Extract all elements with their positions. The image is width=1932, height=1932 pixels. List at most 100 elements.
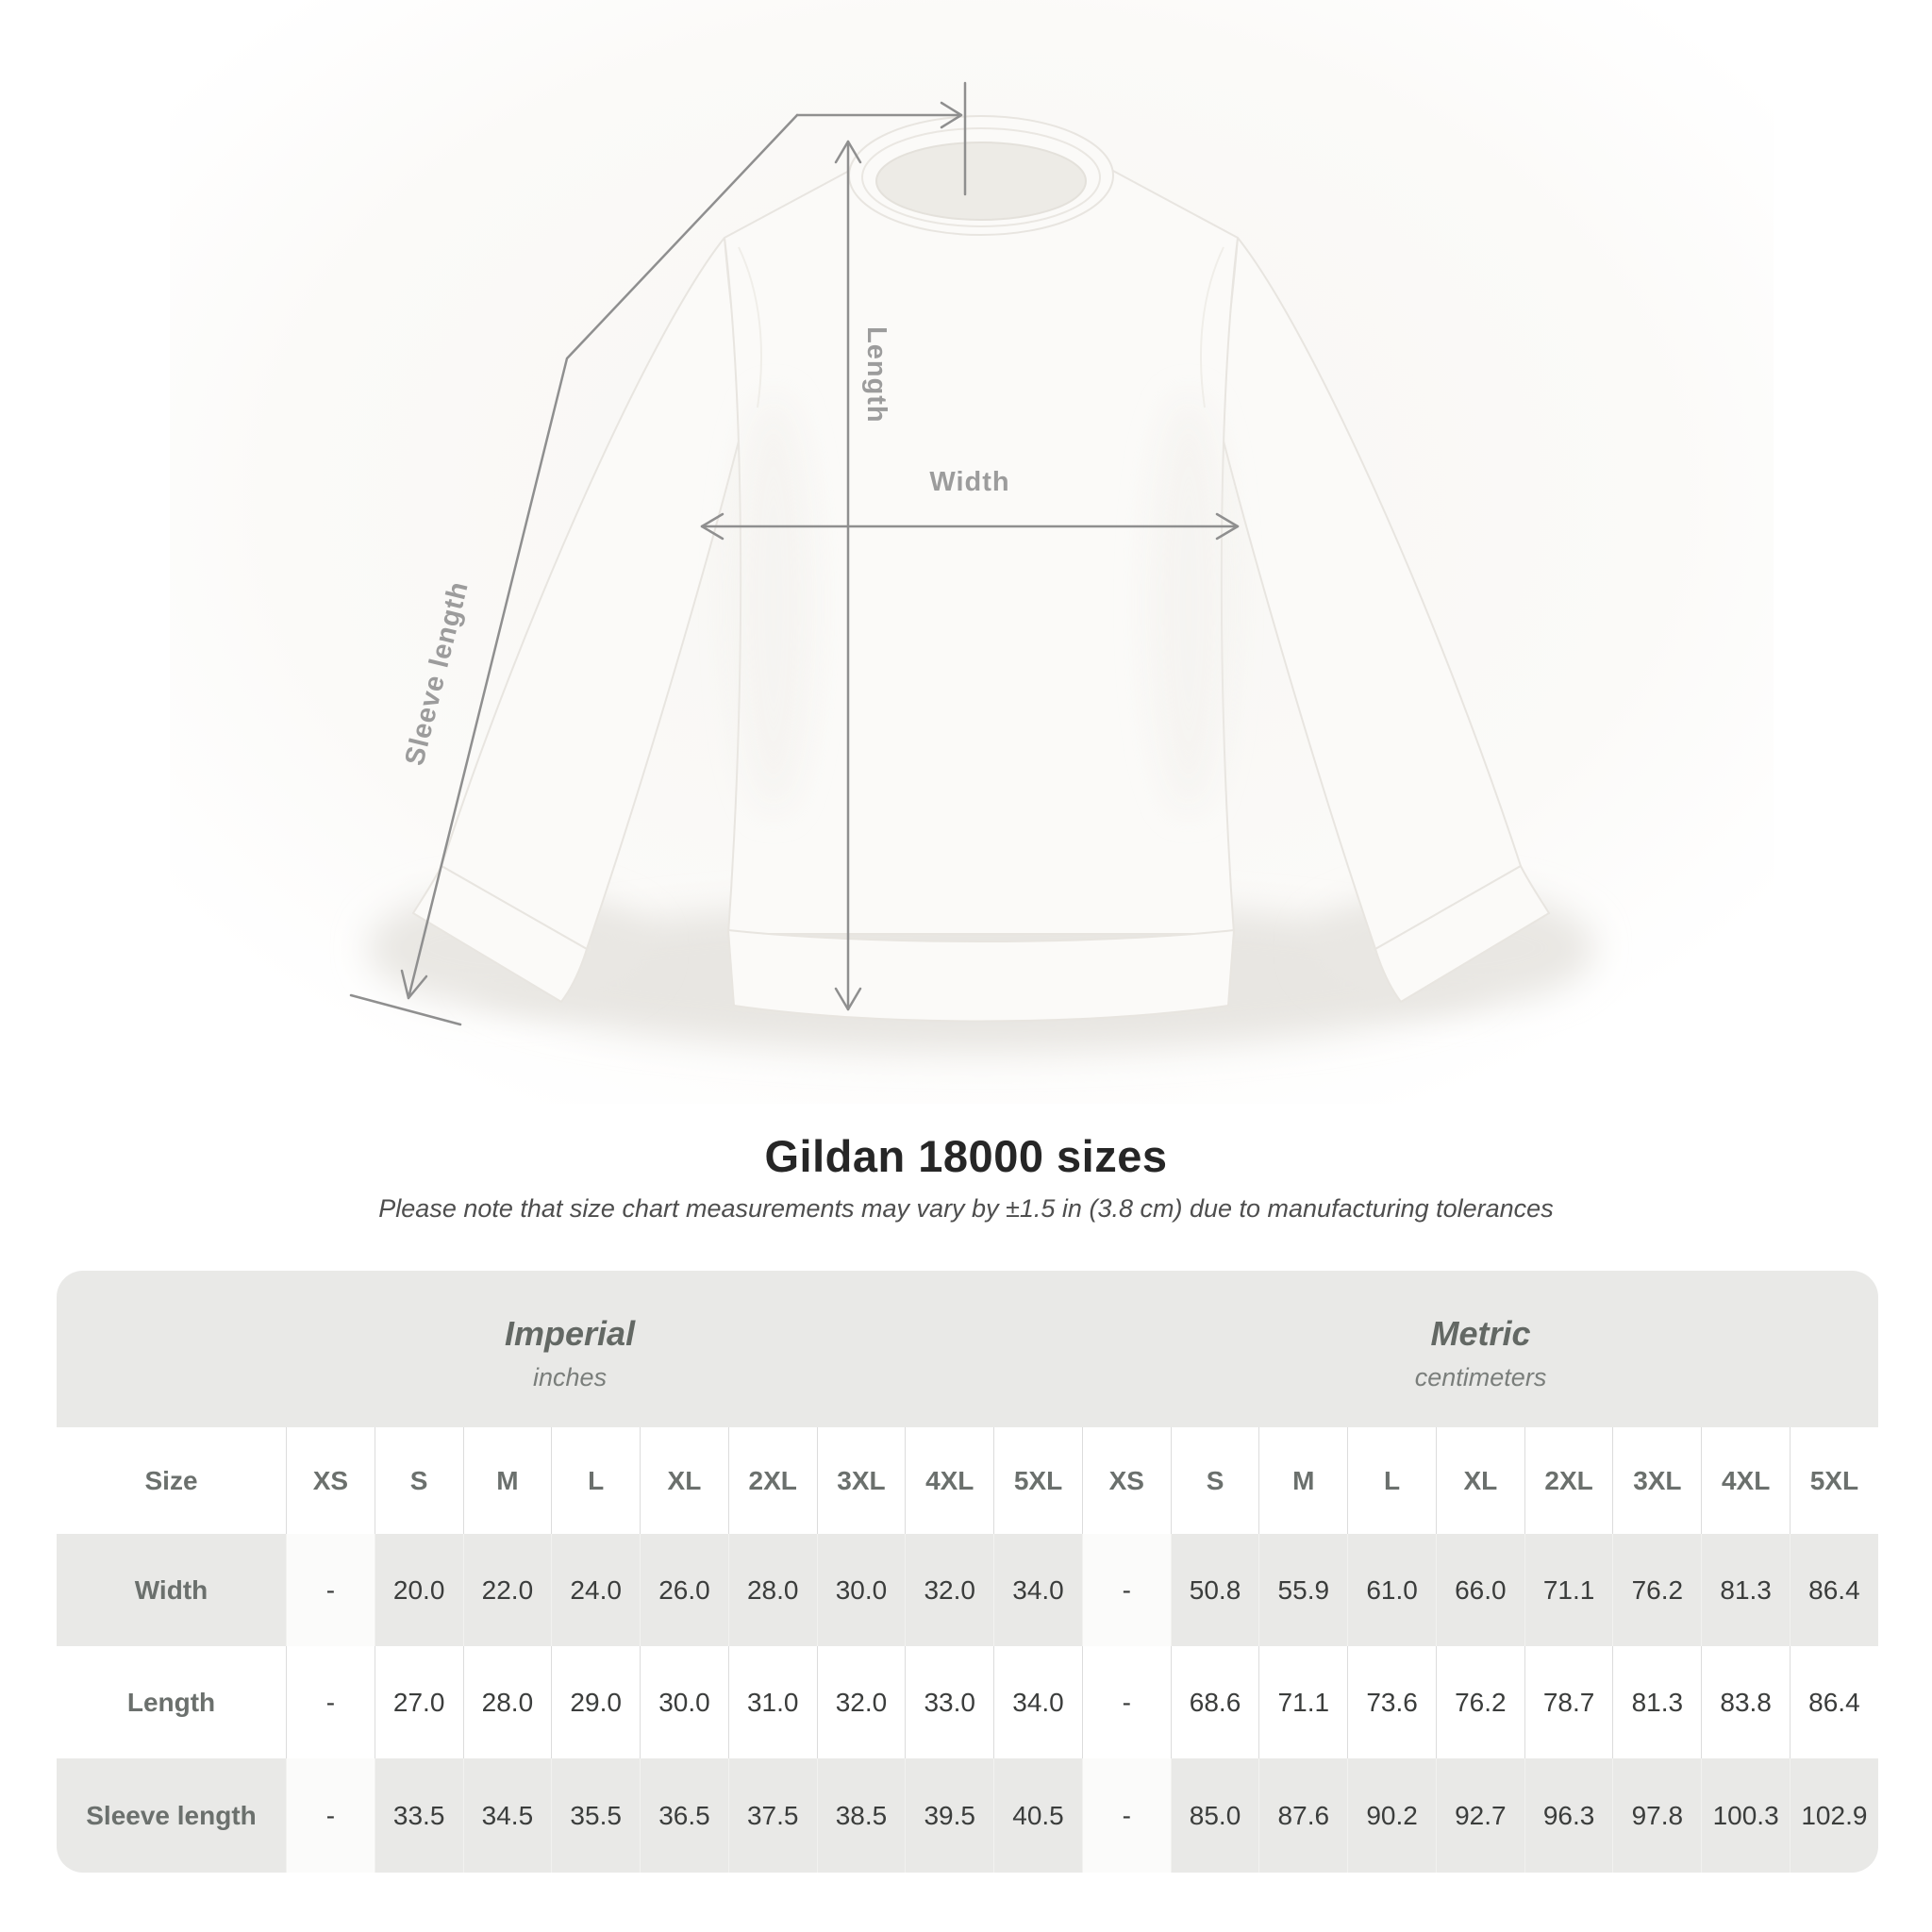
- collar-opening: [875, 142, 1087, 221]
- row-label: Length: [126, 1687, 216, 1717]
- sleeve-met-2xl: 96.3: [1524, 1758, 1613, 1873]
- sleeve-end-tick: [349, 993, 462, 1026]
- length-met-4xl: 83.8: [1701, 1646, 1790, 1758]
- width-imp-5xl: 34.0: [993, 1534, 1082, 1646]
- hem-band: [727, 929, 1235, 1023]
- sleeve-imp-2xl: 37.5: [727, 1758, 817, 1873]
- sleeve-imp-s: 33.5: [374, 1758, 463, 1873]
- length-met-m: 71.1: [1258, 1646, 1347, 1758]
- imperial-section-header: Imperial inches: [57, 1271, 1083, 1427]
- width-imp-3xl: 30.0: [816, 1534, 906, 1646]
- width-met-l: 61.0: [1347, 1534, 1436, 1646]
- length-imp-2xl: 31.0: [727, 1646, 817, 1758]
- length-met-3xl: 81.3: [1612, 1646, 1701, 1758]
- width-met-s: 50.8: [1170, 1534, 1259, 1646]
- row-label: Width: [134, 1574, 208, 1605]
- sleeve-met-m: 87.6: [1258, 1758, 1347, 1873]
- width-met-5xl: 86.4: [1790, 1534, 1878, 1646]
- sleeve-imp-m: 34.5: [462, 1758, 552, 1873]
- left-cuff: [412, 865, 588, 1003]
- col-header-met-m: M: [1258, 1427, 1347, 1534]
- col-header-imp-m: M: [462, 1427, 552, 1534]
- col-header-met-3xl: 3XL: [1612, 1427, 1701, 1534]
- col-header-imp-2xl: 2XL: [727, 1427, 817, 1534]
- length-imp-l: 29.0: [551, 1646, 640, 1758]
- col-header-imp-3xl: 3XL: [816, 1427, 906, 1534]
- metric-label: Metric: [1430, 1313, 1531, 1353]
- length-imp-xl: 30.0: [640, 1646, 728, 1758]
- length-imp-5xl: 34.0: [993, 1646, 1082, 1758]
- width-imp-l: 24.0: [551, 1534, 640, 1646]
- length-met-xs: -: [1081, 1646, 1171, 1758]
- width-imp-4xl: 32.0: [905, 1534, 993, 1646]
- sleeve-met-s: 85.0: [1170, 1758, 1259, 1873]
- table-row-sleeve-length: Sleeve length - 33.5 34.5 35.5 36.5 37.5…: [57, 1758, 1878, 1873]
- width-imp-xs: -: [286, 1534, 375, 1646]
- unit-section-row: Imperial inches Metric centimeters: [57, 1271, 1878, 1427]
- right-arrowhead: [940, 101, 963, 129]
- col-header-met-xl: XL: [1435, 1427, 1524, 1534]
- width-imp-2xl: 28.0: [727, 1534, 817, 1646]
- col-header-met-4xl: 4XL: [1701, 1427, 1790, 1534]
- fabric-folds: [736, 396, 1226, 811]
- sleeve-met-xs: -: [1081, 1758, 1171, 1873]
- sleeve-met-3xl: 97.8: [1612, 1758, 1701, 1873]
- sleeve-imp-5xl: 40.5: [993, 1758, 1082, 1873]
- imperial-label: Imperial: [505, 1313, 636, 1353]
- sweatshirt-illustration: [412, 115, 1550, 1023]
- col-header-imp-5xl: 5XL: [993, 1427, 1082, 1534]
- sleeve-imp-xs: -: [286, 1758, 375, 1873]
- sleeve-arrowhead: [400, 969, 428, 1000]
- collar-rib: [861, 127, 1101, 227]
- width-imp-s: 20.0: [374, 1534, 463, 1646]
- length-imp-4xl: 33.0: [905, 1646, 993, 1758]
- length-met-2xl: 78.7: [1524, 1646, 1613, 1758]
- metric-unit: centimeters: [1414, 1362, 1547, 1391]
- col-header-imp-xs: XS: [286, 1427, 375, 1534]
- sweatshirt-measurement-diagram: Length Width Sleeve length: [170, 0, 1774, 1104]
- length-met-l: 73.6: [1347, 1646, 1436, 1758]
- width-met-4xl: 81.3: [1701, 1534, 1790, 1646]
- width-met-2xl: 71.1: [1524, 1534, 1613, 1646]
- length-down-arrowhead: [834, 987, 862, 1011]
- col-header-imp-xl: XL: [640, 1427, 728, 1534]
- sleeve-met-4xl: 100.3: [1701, 1758, 1790, 1873]
- sleeve-imp-3xl: 38.5: [816, 1758, 906, 1873]
- measurement-lines: [349, 81, 1240, 1026]
- length-up-arrowhead: [834, 140, 862, 164]
- length-imp-m: 28.0: [462, 1646, 552, 1758]
- length-met-s: 68.6: [1170, 1646, 1259, 1758]
- sleeve-imp-xl: 36.5: [640, 1758, 728, 1873]
- length-imp-3xl: 32.0: [816, 1646, 906, 1758]
- col-header-imp-s: S: [374, 1427, 463, 1534]
- table-row-length: Length - 27.0 28.0 29.0 30.0 31.0 32.0 3…: [57, 1646, 1878, 1758]
- row-label: Sleeve length: [86, 1800, 257, 1830]
- sleeve-imp-4xl: 39.5: [905, 1758, 993, 1873]
- width-met-m: 55.9: [1258, 1534, 1347, 1646]
- width-label: Width: [929, 467, 1009, 497]
- page-title: Gildan 18000 sizes: [764, 1131, 1168, 1181]
- size-table: Imperial inches Metric centimeters Size …: [57, 1271, 1878, 1873]
- size-header-row: Size XS S M L XL 2XL 3XL 4XL 5XL XS S M …: [57, 1427, 1878, 1534]
- length-met-xl: 76.2: [1435, 1646, 1524, 1758]
- col-header-imp-l: L: [551, 1427, 640, 1534]
- metric-section-header: Metric centimeters: [1083, 1271, 1878, 1427]
- sleeve-length-line: [407, 113, 799, 1000]
- col-header-met-xs: XS: [1081, 1427, 1171, 1534]
- col-header-met-2xl: 2XL: [1524, 1427, 1613, 1534]
- width-met-xs: -: [1081, 1534, 1171, 1646]
- right-cuff: [1374, 865, 1550, 1003]
- imperial-unit: inches: [533, 1362, 608, 1391]
- sleeve-met-l: 90.2: [1347, 1758, 1436, 1873]
- width-met-3xl: 76.2: [1612, 1534, 1701, 1646]
- width-imp-xl: 26.0: [640, 1534, 728, 1646]
- length-imp-s: 27.0: [374, 1646, 463, 1758]
- width-met-xl: 66.0: [1435, 1534, 1524, 1646]
- col-header-met-l: L: [1347, 1427, 1436, 1534]
- col-header-imp-4xl: 4XL: [905, 1427, 993, 1534]
- sleeve-met-5xl: 102.9: [1790, 1758, 1878, 1873]
- length-label: Length: [861, 326, 891, 424]
- col-header-size: Size: [144, 1465, 198, 1495]
- tolerance-note: Please note that size chart measurements…: [378, 1194, 1554, 1223]
